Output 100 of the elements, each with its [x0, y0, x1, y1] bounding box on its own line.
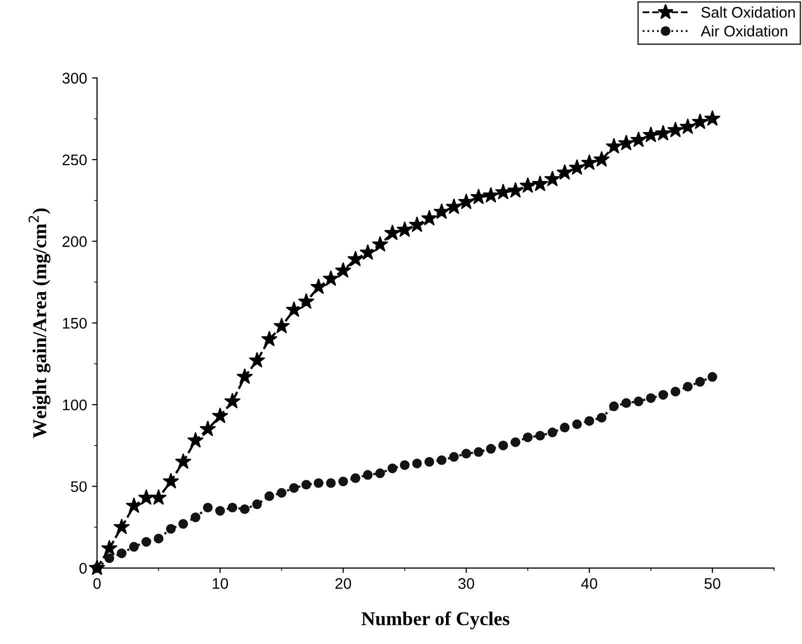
x-tick-label: 10: [212, 578, 228, 589]
point: [461, 448, 472, 459]
point: [695, 376, 705, 387]
point: [175, 453, 192, 469]
point: [138, 489, 154, 505]
point: [544, 170, 560, 186]
point: [634, 396, 644, 406]
point: [584, 416, 594, 426]
point: [594, 151, 610, 166]
point: [704, 110, 720, 126]
point: [482, 187, 499, 202]
point: [486, 444, 496, 454]
point: [215, 506, 225, 516]
point: [249, 352, 265, 368]
point: [436, 455, 446, 466]
point: [556, 164, 573, 180]
point: [396, 222, 413, 237]
point: [384, 224, 400, 240]
point: [424, 456, 434, 467]
point: [126, 498, 142, 513]
y-tick-label: 100: [62, 400, 87, 410]
point: [560, 422, 570, 432]
point: [274, 318, 290, 334]
y-tick-label: 300: [62, 72, 87, 84]
point: [348, 250, 364, 266]
point: [470, 188, 487, 204]
point: [388, 463, 398, 474]
point: [621, 398, 632, 408]
point: [535, 430, 545, 441]
point: [286, 302, 302, 317]
point: [154, 534, 164, 544]
point: [129, 542, 139, 552]
point: [682, 382, 693, 392]
point: [421, 210, 438, 226]
point: [569, 159, 585, 175]
point: [630, 132, 647, 147]
point: [572, 419, 582, 430]
point: [692, 114, 708, 129]
point: [240, 504, 250, 514]
point: [322, 270, 339, 286]
y-axis-title: Weight gain/Area (mg/cm$^{2}$): [28, 208, 50, 438]
x-axis-title: Number of Cycles: [362, 611, 510, 630]
point: [581, 154, 598, 170]
point: [458, 194, 474, 209]
point: [228, 502, 238, 512]
point: [680, 118, 696, 134]
x-tick-label: 50: [704, 578, 720, 589]
point: [350, 473, 360, 484]
x-tick-label: 0: [93, 578, 101, 589]
point: [89, 560, 105, 575]
x-tick-label: 20: [335, 578, 352, 589]
point: [474, 447, 484, 457]
point: [446, 198, 462, 214]
point: [668, 122, 684, 138]
point: [236, 368, 253, 384]
y-tick-label: 0: [79, 562, 87, 574]
point: [670, 386, 680, 396]
y-tick-label: 250: [62, 154, 87, 166]
point: [532, 176, 548, 191]
point: [434, 204, 450, 219]
point: [646, 393, 656, 403]
point: [298, 293, 314, 309]
x-tick-label: 40: [581, 578, 598, 589]
point: [101, 540, 118, 556]
point: [188, 432, 204, 448]
point: [495, 184, 512, 200]
point: [289, 483, 299, 493]
point: [708, 372, 718, 382]
y-tick-label: 200: [62, 236, 87, 247]
point: [409, 216, 425, 232]
point: [655, 125, 672, 140]
point: [335, 262, 352, 278]
point: [252, 499, 262, 510]
point: [596, 412, 606, 423]
point: [301, 480, 312, 490]
point: [609, 401, 619, 412]
point: [522, 432, 533, 442]
y-tick-label: 50: [70, 481, 87, 492]
point: [166, 524, 176, 534]
point: [658, 390, 668, 400]
legend-label: Salt Oxidation: [701, 6, 795, 18]
point: [618, 134, 634, 150]
point: [338, 476, 348, 486]
point: [202, 502, 213, 512]
point: [548, 428, 558, 438]
legend-label: Air Oxidation: [700, 25, 788, 37]
point: [224, 393, 240, 408]
point: [314, 478, 324, 488]
point: [400, 460, 410, 470]
point: [264, 491, 274, 501]
point: [372, 236, 388, 252]
point: [508, 182, 524, 198]
point: [606, 138, 622, 154]
point: [362, 470, 373, 480]
point: [116, 548, 127, 558]
point: [520, 177, 536, 193]
point: [114, 518, 130, 534]
point: [212, 408, 228, 423]
point: [162, 473, 179, 488]
point: [200, 420, 216, 436]
